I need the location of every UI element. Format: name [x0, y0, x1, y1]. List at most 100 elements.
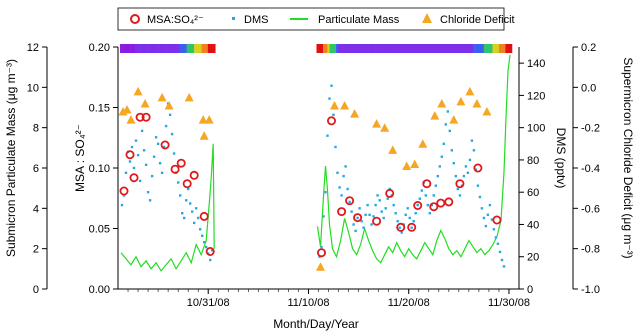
dms-point	[444, 123, 447, 126]
season-bar-segment	[405, 44, 409, 53]
season-bar-segment	[394, 44, 398, 53]
season-bar-segment	[124, 44, 126, 53]
season-color-bars	[120, 44, 513, 53]
chloride-deficit-point	[330, 101, 339, 110]
msa-so4-point	[492, 215, 502, 225]
msa-so4-point	[429, 202, 439, 212]
msa-so4-point	[119, 186, 129, 196]
legend-dms-label: DMS	[244, 14, 268, 26]
msa-so4-point	[385, 188, 395, 198]
season-bar-segment	[342, 44, 346, 53]
particulate-mass-line	[120, 143, 215, 272]
left2-tick-label: 0.10	[89, 163, 110, 175]
dms-point	[424, 194, 427, 197]
dms-point	[384, 207, 387, 210]
season-bar-segment	[121, 44, 123, 53]
season-bar-segment	[392, 44, 395, 53]
left2-axis-title: MSA : SO₄²⁻	[73, 124, 87, 192]
x-tick-label: 11/30/08	[488, 297, 530, 309]
season-bar-segment	[323, 44, 326, 53]
season-bar-segment	[357, 44, 361, 53]
season-bar-segment	[399, 44, 402, 53]
left2-tick-label: 0.20	[89, 42, 110, 54]
dms-point	[434, 184, 437, 187]
dms-point	[486, 213, 490, 216]
dms-point	[478, 195, 482, 199]
right1-axis-title: DMS (pptv)	[554, 128, 568, 189]
season-bar-segment	[132, 44, 135, 53]
season-bar-segment	[136, 44, 139, 53]
season-bar-segment	[185, 44, 187, 53]
dms-point	[168, 113, 172, 116]
dms-point	[150, 174, 154, 178]
dms-point	[338, 186, 341, 189]
season-bar-segment	[498, 44, 502, 53]
chloride-deficit-point	[380, 123, 390, 132]
season-bar-segment	[189, 44, 192, 53]
season-bar-segment	[316, 44, 319, 53]
season-bar-segment	[355, 44, 359, 53]
dms-point	[179, 194, 182, 197]
season-bar-segment	[344, 44, 348, 53]
season-bar-segment	[501, 44, 504, 53]
season-bar-segment	[170, 44, 173, 53]
msa-so4-point	[199, 211, 209, 221]
dms-point	[334, 145, 337, 149]
season-bar-segment	[184, 44, 186, 53]
msa-so4-point	[125, 150, 135, 160]
season-bar-segment	[470, 44, 474, 53]
season-bar-segment	[165, 44, 167, 53]
season-bar-segment	[168, 44, 171, 53]
season-bar-segment	[133, 44, 136, 53]
dms-point	[392, 203, 395, 207]
season-bar-segment	[442, 44, 445, 53]
dms-point	[484, 224, 488, 228]
season-bar-segment	[145, 44, 147, 53]
msa-so4-point	[444, 197, 454, 207]
dms-point	[396, 220, 399, 223]
dms-point	[203, 241, 206, 244]
msa-so4-point	[455, 179, 465, 189]
season-bar-segment	[329, 44, 332, 53]
msa-so4-point	[337, 207, 347, 217]
dms-point	[120, 203, 124, 207]
msa-so4-point	[326, 116, 336, 126]
season-bar-segment	[427, 44, 430, 53]
season-bar-segment	[162, 44, 164, 53]
dms-point	[380, 210, 383, 213]
dms-point	[498, 250, 502, 254]
season-bar-segment	[186, 44, 189, 53]
dms-point	[448, 129, 451, 133]
season-bar-segment	[163, 44, 165, 53]
dms-point	[211, 249, 214, 252]
season-bar-segment	[205, 44, 208, 53]
season-bar-segment	[483, 44, 487, 53]
season-bar-segment	[183, 44, 185, 53]
chloride-deficit-point	[350, 109, 360, 118]
dms-point	[410, 226, 413, 229]
dms-point	[440, 155, 443, 158]
season-bar-segment	[125, 44, 127, 53]
dms-point	[476, 184, 480, 187]
chloride-deficit-point	[340, 101, 350, 110]
dms-point	[468, 158, 472, 162]
season-bar-segment	[333, 44, 337, 53]
legend: MSA:SO₄²⁻ DMS Particulate Mass Chloride …	[117, 7, 515, 31]
right2-tick-label: 0.0	[581, 82, 596, 94]
season-bar-segment	[131, 44, 134, 53]
season-bar-segment	[214, 44, 216, 53]
season-bar-segment	[137, 44, 140, 53]
right1-tick-label: 140	[527, 58, 545, 70]
dms-point	[460, 184, 464, 187]
dms-point	[406, 207, 409, 210]
dms-point	[138, 179, 142, 183]
series-msa-so4	[119, 112, 502, 258]
dms-point	[466, 171, 470, 174]
season-bar-segment	[146, 44, 148, 53]
season-bar-segment	[375, 44, 378, 53]
season-bar-segment	[386, 44, 389, 53]
left1-axis-title: Submicron Particulate Mass (μg m⁻³)	[4, 59, 18, 257]
season-bar-segment	[346, 44, 350, 53]
dms-point	[134, 139, 138, 142]
season-bar-segment	[362, 44, 365, 53]
